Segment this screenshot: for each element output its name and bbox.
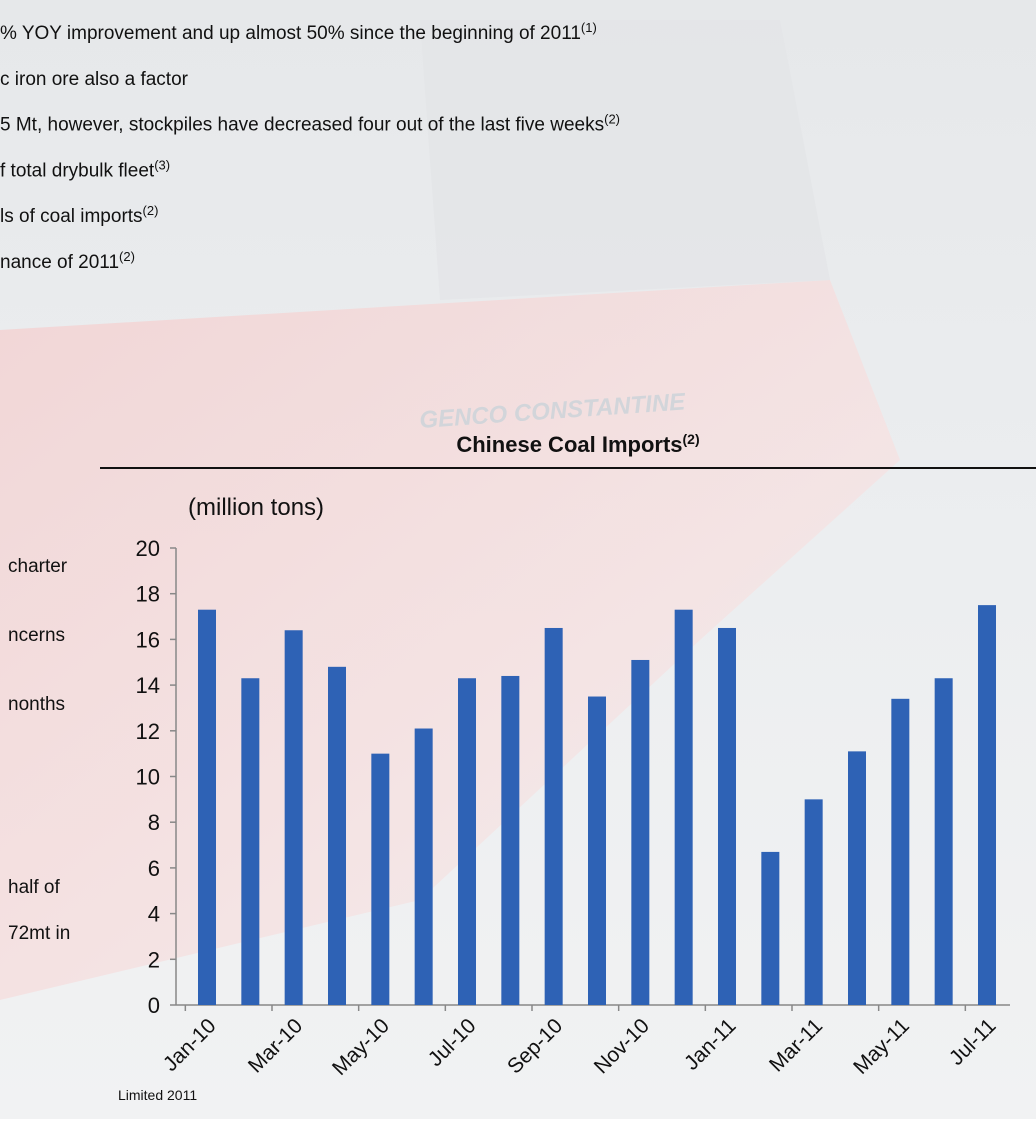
bar [501, 675, 520, 1005]
bullet-sup: (2) [119, 249, 135, 264]
bar [631, 659, 650, 1005]
bullet: c iron ore also a factor [0, 69, 189, 90]
bar [284, 630, 303, 1005]
bullet-list: % YOY improvement and up almost 50% sinc… [0, 20, 620, 273]
ship-hull [0, 280, 900, 1000]
bar [241, 678, 260, 1005]
bar [718, 627, 736, 1005]
y-tick-label: 4 [148, 902, 160, 927]
side-line: charter [8, 556, 68, 577]
ship-superstructure [420, 20, 830, 300]
side-text: charter ncerns nonths half of 72mt in [8, 556, 70, 944]
y-tick-label: 12 [136, 719, 160, 744]
bullet: 5 Mt, however, stockpiles have decreased… [0, 112, 620, 136]
bar [934, 678, 953, 1005]
bar [978, 605, 996, 1005]
side-line: half of [8, 877, 60, 898]
y-tick-label: 8 [148, 810, 160, 835]
bullet-text: f total drybulk fleet [0, 160, 155, 181]
y-tick-label: 18 [136, 582, 160, 607]
title-sup: (2) [683, 431, 700, 447]
side-line: 72mt in [8, 923, 70, 944]
side-line: ncerns [8, 625, 65, 646]
bullet: nance of 2011(2) [0, 249, 135, 273]
y-axis-label: (million tons) [188, 494, 324, 521]
bullet-sup: (2) [604, 112, 620, 127]
bullet-sup: (1) [581, 20, 597, 35]
bullet-text: 5 Mt, however, stockpiles have decreased… [0, 115, 604, 136]
bar [328, 666, 346, 1005]
bullet-text: c iron ore also a factor [0, 69, 189, 90]
bar [674, 609, 693, 1005]
y-tick-label: 6 [148, 856, 160, 881]
y-tick-label: 14 [136, 673, 160, 698]
bar [761, 851, 780, 1005]
bar [804, 799, 823, 1005]
footer: Limited 2011 [118, 1087, 197, 1103]
bar [848, 751, 866, 1005]
title-text: Chinese Coal Imports [456, 432, 682, 457]
bar [891, 698, 910, 1005]
bullet-text: ls of coal imports [0, 206, 143, 227]
side-line: nonths [8, 694, 65, 715]
bullet-text: % YOY improvement and up almost 50% sinc… [0, 23, 581, 44]
bullet: % YOY improvement and up almost 50% sinc… [0, 20, 597, 44]
y-tick-label: 2 [148, 947, 160, 972]
y-tick-label: 0 [148, 993, 160, 1018]
bar [588, 696, 606, 1005]
chart-title: Chinese Coal Imports(2) [456, 431, 699, 457]
bar [371, 753, 390, 1005]
bullet: f total drybulk fleet(3) [0, 157, 170, 181]
y-tick-label: 10 [136, 765, 160, 790]
bar [458, 678, 476, 1005]
bullet-sup: (3) [154, 157, 170, 172]
bar [544, 627, 563, 1005]
bullet-sup: (2) [143, 203, 159, 218]
y-tick-label: 20 [136, 536, 160, 561]
bar [198, 609, 216, 1005]
bar [414, 728, 433, 1005]
bullet-text: nance of 2011 [0, 252, 119, 273]
bullet: ls of coal imports(2) [0, 203, 158, 227]
y-tick-label: 16 [136, 627, 160, 652]
